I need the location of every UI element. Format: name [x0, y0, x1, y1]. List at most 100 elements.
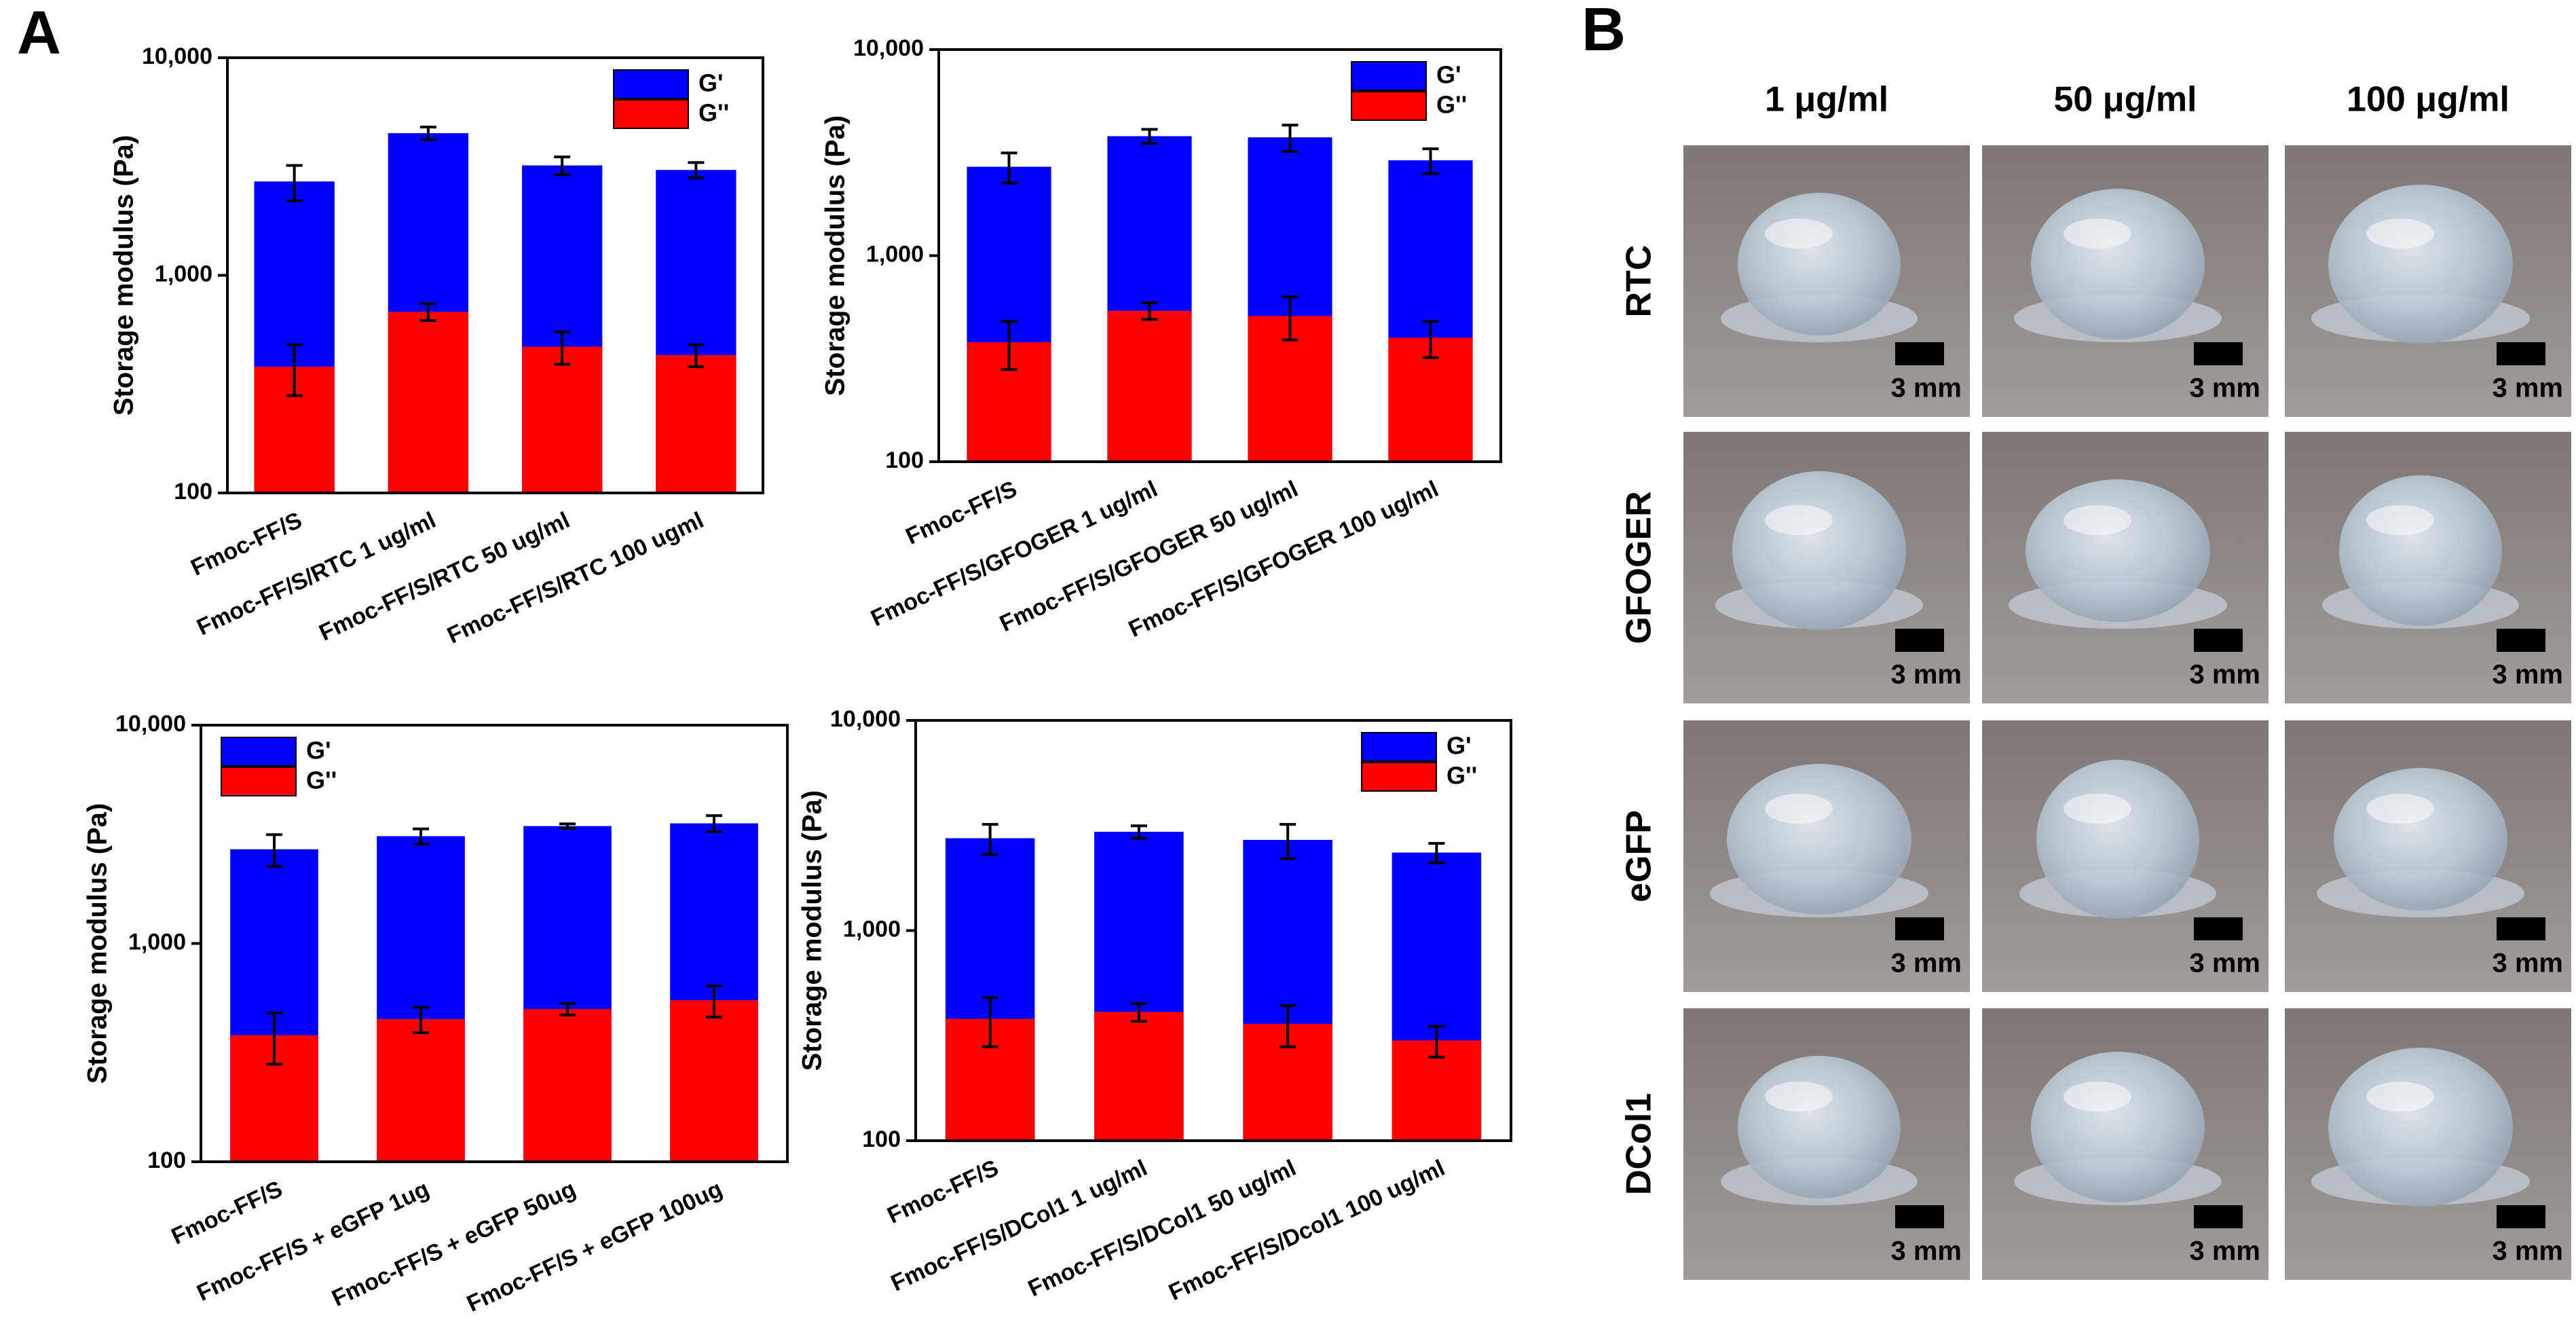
legend-swatch: [1361, 732, 1437, 762]
panel-label: B: [1582, 0, 1626, 64]
scale-bar-label: 3 mm: [2190, 660, 2261, 690]
x-tick-label: Fmoc-FF/S: [187, 507, 305, 581]
error-bar: [413, 1006, 429, 1034]
gel: [2036, 760, 2199, 919]
bar: [377, 1018, 465, 1162]
panel-label: A: [17, 0, 61, 67]
gel: [2026, 479, 2210, 622]
y-tick-label: 1,000: [128, 929, 186, 955]
scale-bar-label: 3 mm: [2493, 660, 2564, 690]
legend-label: G': [306, 737, 331, 765]
scale-bar: [2194, 342, 2243, 365]
x-tick-label: Fmoc-FF/S/DCol1 1 ug/ml: [887, 1155, 1151, 1296]
column-header: 1 μg/ml: [1765, 80, 1888, 120]
x-tick-label: Fmoc-FF/S + eGFP 1ug: [193, 1176, 433, 1306]
gel: [1738, 1056, 1901, 1198]
y-axis-label: Storage modulus (Pa): [798, 790, 827, 1071]
x-tick-label: Fmoc-FF/S/RTC 100 ugml: [443, 507, 707, 648]
legend-swatch: [221, 767, 297, 796]
error-bar: [554, 155, 571, 177]
error-bar: [419, 126, 436, 141]
y-tick-label: 10,000: [853, 35, 924, 61]
legend-swatch: [613, 99, 689, 129]
scale-bar-label: 3 mm: [1891, 1236, 1962, 1266]
scale-bar: [1895, 629, 1944, 652]
scale-bar: [1895, 917, 1944, 940]
scale-bar-label: 3 mm: [2190, 1236, 2261, 1266]
error-bar: [1130, 824, 1147, 840]
error-bar: [1001, 151, 1018, 185]
gel-highlight: [1765, 505, 1833, 535]
error-bar: [1130, 1002, 1147, 1023]
y-tick-label: 10,000: [115, 711, 186, 737]
bar: [1107, 310, 1192, 462]
column-header: 100 μg/ml: [2347, 80, 2509, 120]
gel: [2328, 185, 2513, 344]
x-tick-label: Fmoc-FF/S: [883, 1155, 1002, 1229]
scale-bar-label: 3 mm: [2493, 1236, 2564, 1266]
bar: [521, 346, 603, 493]
error-bar: [1428, 842, 1445, 864]
scale-bar-label: 3 mm: [2493, 949, 2564, 978]
gel-highlight: [2366, 505, 2434, 535]
x-tick-label: Fmoc-FF/S: [168, 1176, 286, 1250]
y-axis-label: Storage modulus (Pa): [83, 803, 113, 1084]
error-bar: [688, 161, 705, 180]
bar: [656, 354, 736, 493]
scale-bar: [2497, 917, 2545, 940]
y-tick-label: 1,000: [155, 261, 212, 287]
y-axis-label: Storage modulus (Pa): [109, 135, 139, 416]
error-bar: [554, 330, 571, 366]
bar: [388, 312, 469, 493]
y-tick-label: 100: [174, 479, 212, 504]
gel: [2031, 1052, 2205, 1202]
x-tick-label: Fmoc-FF/S/RTC 1 ug/ml: [193, 507, 440, 640]
gel-highlight: [2366, 1082, 2434, 1112]
scale-bar: [2194, 1205, 2243, 1228]
error-bar: [1001, 320, 1018, 371]
error-bar: [1141, 301, 1158, 321]
y-tick-label: 10,000: [142, 43, 212, 69]
error-bar: [286, 343, 303, 397]
y-tick-label: 100: [147, 1147, 186, 1173]
legend-label: G': [1436, 61, 1461, 89]
error-bar: [1422, 320, 1439, 359]
error-bar: [688, 343, 705, 369]
gel-highlight: [1765, 794, 1833, 824]
legend-swatch: [1351, 91, 1427, 121]
scale-bar: [2497, 1205, 2545, 1228]
gel: [2031, 189, 2205, 339]
legend-label: G'': [306, 767, 337, 794]
error-bar: [1141, 128, 1158, 145]
error-bar: [266, 833, 282, 868]
scale-bar-label: 3 mm: [2190, 949, 2261, 978]
error-bar: [286, 164, 303, 202]
error-bar: [1282, 124, 1299, 153]
gel: [1738, 193, 1901, 335]
legend-label: G': [698, 69, 724, 97]
y-tick-label: 100: [862, 1126, 901, 1152]
gel: [2339, 475, 2502, 626]
legend-swatch: [221, 737, 297, 767]
scale-bar-label: 3 mm: [2190, 373, 2261, 403]
gel-highlight: [2064, 505, 2131, 535]
error-bar: [1282, 295, 1299, 342]
scale-bar-label: 3 mm: [1891, 660, 1962, 690]
y-tick-label: 100: [885, 447, 924, 473]
scale-bar-label: 3 mm: [2493, 373, 2564, 403]
scale-bar: [2497, 629, 2545, 652]
legend-label: G'': [698, 99, 729, 127]
legend-swatch: [1351, 61, 1427, 91]
row-label: DCol1: [1620, 1093, 1659, 1195]
legend-label: G'': [1436, 91, 1467, 119]
scale-bar: [2497, 342, 2545, 365]
error-bar: [559, 1002, 576, 1016]
scale-bar-label: 3 mm: [1891, 373, 1962, 403]
error-bar: [982, 823, 998, 856]
legend-label: G': [1446, 732, 1472, 760]
scale-bar: [2194, 629, 2243, 652]
scale-bar: [1895, 1205, 1944, 1228]
bar: [523, 1009, 612, 1162]
error-bar: [706, 984, 722, 1018]
error-bar: [1422, 147, 1439, 175]
